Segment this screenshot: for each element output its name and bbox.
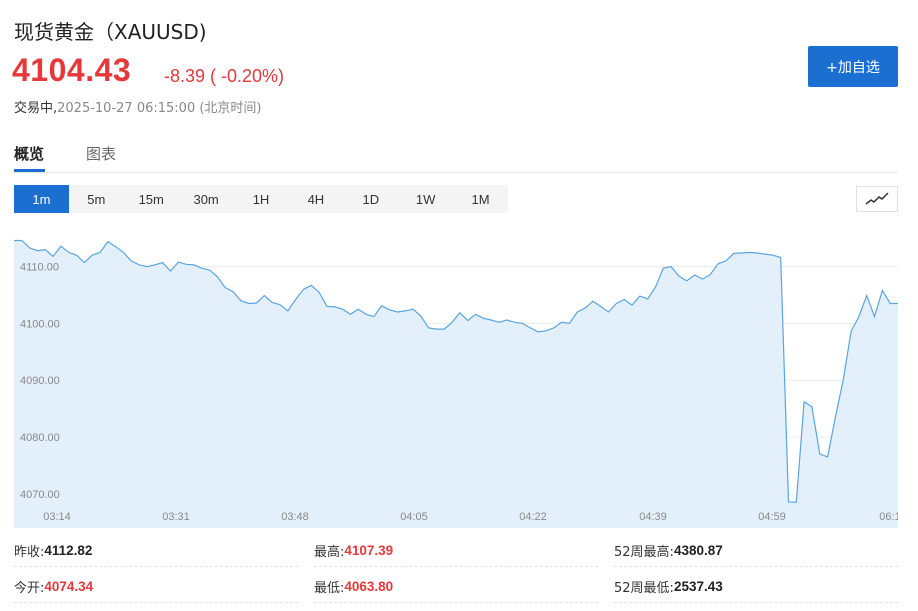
line-chart-icon (865, 192, 889, 205)
period-4h[interactable]: 4H (307, 191, 325, 207)
stat-label: 今开: (14, 581, 45, 596)
stat-label: 昨收: (14, 545, 45, 560)
stat-label: 最低: (314, 581, 345, 596)
tab-overview[interactable]: 概览 (14, 145, 45, 163)
period-30m[interactable]: 30m (193, 191, 219, 207)
tab-bar: 概览 图表 (14, 141, 898, 173)
stat-value: 4112.82 (44, 543, 93, 558)
chart-type-button[interactable] (856, 186, 898, 212)
period-1h[interactable]: 1H (252, 191, 270, 207)
stat-value: 4074.34 (44, 579, 94, 594)
x-tick-label: 04:05 (400, 511, 428, 523)
stat-label: 最高: (314, 545, 345, 560)
stat-label: 52周最高: (614, 545, 674, 560)
y-tick-label: 4070.00 (20, 489, 60, 501)
stat-value: 4380.87 (673, 543, 723, 558)
page-title: 现货黄金（XAUUSD) (14, 20, 207, 44)
price-change: -8.39 ( -0.20%) (164, 66, 285, 86)
period-1w[interactable]: 1W (415, 191, 436, 207)
add-watchlist-button[interactable]: +加自选 (808, 46, 898, 87)
timestamp: 2025-10-27 06:15:00 (北京时间) (57, 101, 262, 116)
stat-52w-high: 52周最高: 4380.87 (614, 535, 898, 567)
y-tick-label: 4100.00 (20, 318, 60, 330)
trading-status-label: 交易中, (14, 101, 58, 116)
price-chart[interactable]: 4110.00 4100.00 4090.00 4080.00 4070.00 03:14… (14, 224, 901, 528)
stat-open: 今开: 4074.34 (14, 571, 298, 603)
price-area (14, 240, 898, 528)
x-tick-label: 03:31 (162, 511, 190, 523)
stat-high: 最高: 4107.39 (314, 535, 598, 567)
stat-prev-close: 昨收: 4112.82 (14, 535, 298, 567)
period-15m[interactable]: 15m (138, 191, 164, 207)
period-5m[interactable]: 5m (87, 191, 106, 207)
period-selector: 1m 5m 15m 30m 1H 4H 1D 1W 1M (14, 185, 508, 213)
y-tick-label: 4090.00 (20, 375, 60, 387)
stat-low: 最低: 4063.80 (314, 571, 598, 603)
stat-value: 4063.80 (344, 579, 394, 594)
active-tab-indicator (14, 169, 45, 172)
period-1mo[interactable]: 1M (471, 191, 490, 207)
x-tick-label: 06:1 (879, 511, 898, 523)
price-line (14, 239, 898, 503)
stat-value: 4107.39 (344, 543, 394, 558)
period-1d[interactable]: 1D (362, 191, 380, 207)
stat-label: 52周最低: (614, 581, 674, 596)
x-tick-label: 03:14 (43, 511, 71, 523)
trading-status: 交易中,2025-10-27 06:15:00 (北京时间) (14, 97, 262, 116)
stats-row: 昨收: 4112.82 最高: 4107.39 52周最高: 4380.87 (14, 535, 898, 571)
x-tick-label: 04:22 (519, 511, 547, 523)
y-tick-label: 4080.00 (20, 432, 60, 444)
x-tick-label: 04:59 (758, 511, 786, 523)
x-tick-label: 03:48 (281, 511, 309, 523)
tab-chart[interactable]: 图表 (86, 145, 117, 163)
stat-value: 2537.43 (673, 579, 723, 594)
stats-row: 今开: 4074.34 最低: 4063.80 52周最低: 2537.43 (14, 571, 898, 607)
period-1m[interactable]: 1m (14, 185, 69, 213)
price-chart-svg: 4110.00 4100.00 4090.00 4080.00 4070.00 03:14… (14, 224, 901, 528)
stat-52w-low: 52周最低: 2537.43 (614, 571, 898, 603)
y-tick-label: 4110.00 (20, 262, 59, 274)
x-tick-label: 04:39 (639, 511, 667, 523)
current-price: 4104.43 (12, 52, 132, 88)
